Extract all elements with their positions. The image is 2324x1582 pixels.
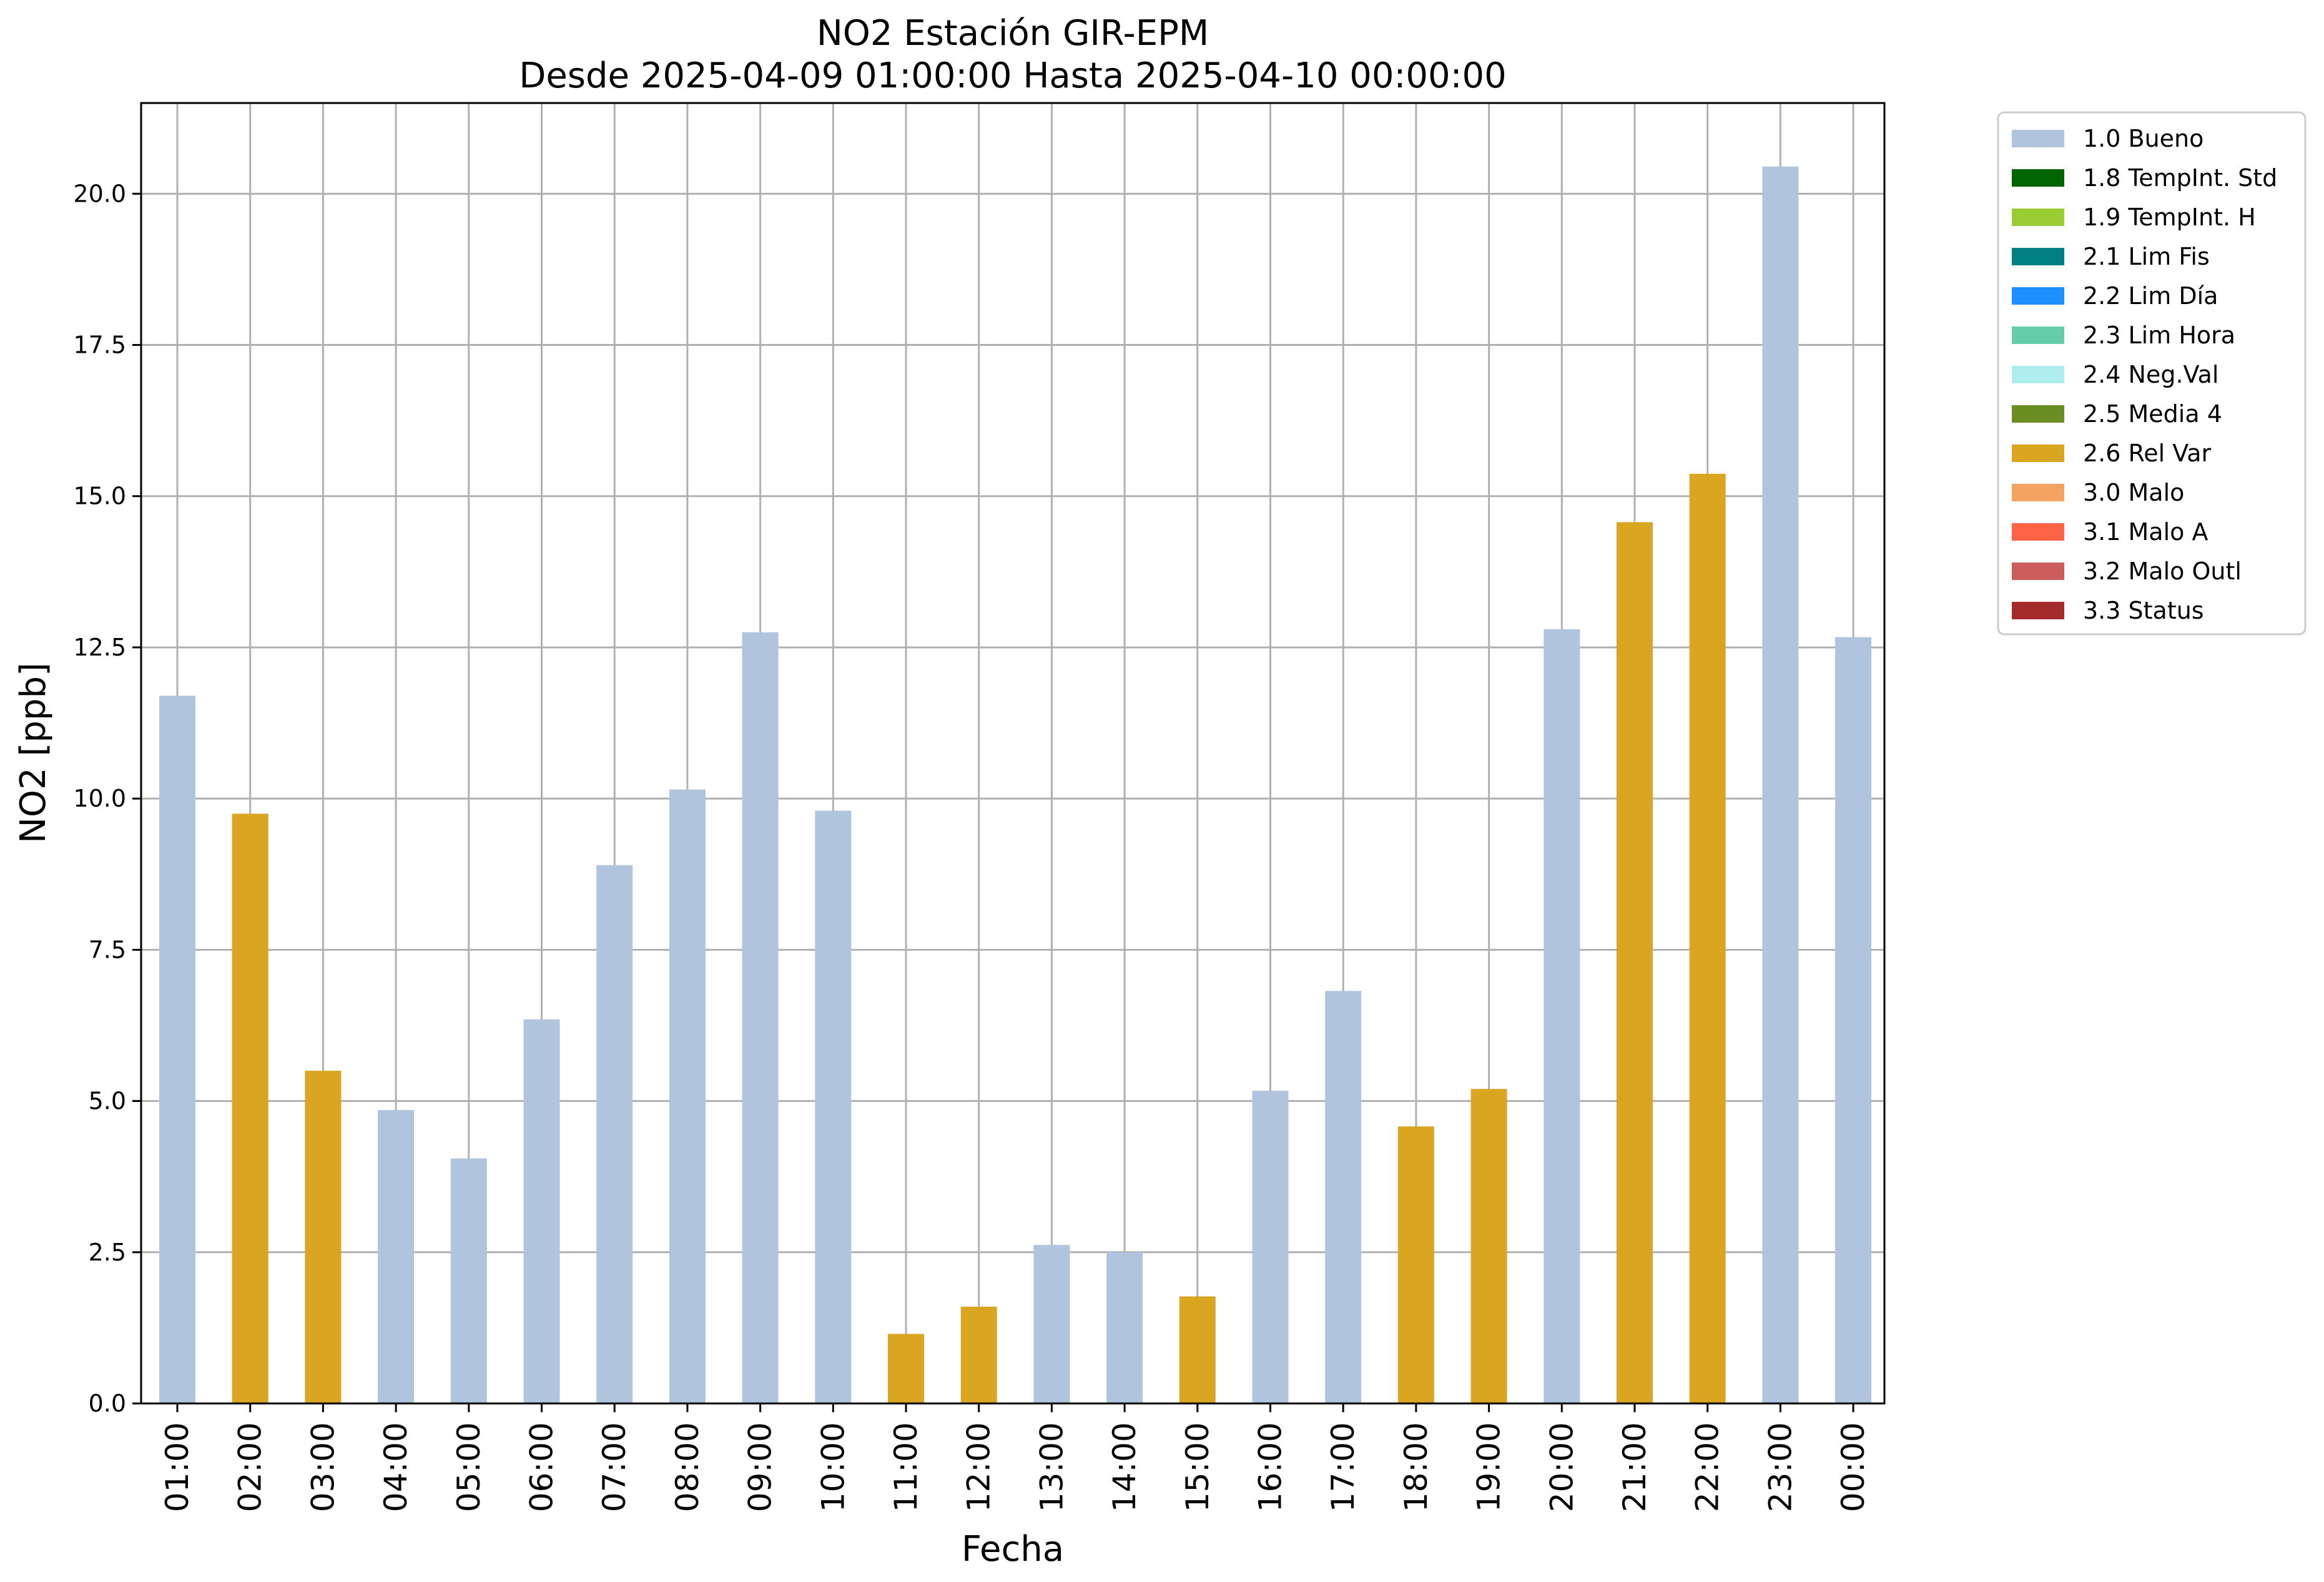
bar-22-00 <box>1689 473 1726 1403</box>
bar-07-00 <box>596 865 633 1403</box>
legend-label: 3.3 Status <box>2083 597 2204 624</box>
x-tick-label: 21:00 <box>1617 1422 1653 1512</box>
bars-group <box>159 166 1872 1403</box>
bar-09-00 <box>742 632 779 1403</box>
x-tick-label: 17:00 <box>1325 1422 1361 1512</box>
bar-21-00 <box>1617 522 1653 1403</box>
legend-label: 3.1 Malo A <box>2083 518 2208 546</box>
x-tick-label: 08:00 <box>669 1422 706 1512</box>
x-tick-label: 09:00 <box>742 1422 779 1512</box>
x-tick-label: 14:00 <box>1106 1422 1143 1512</box>
bar-12-00 <box>960 1306 997 1403</box>
x-tick-label: 22:00 <box>1690 1422 1726 1512</box>
y-tick-label: 10.0 <box>73 785 126 812</box>
legend-swatch <box>2012 287 2064 305</box>
bar-17-00 <box>1325 991 1362 1403</box>
bar-13-00 <box>1033 1245 1070 1403</box>
legend-label: 2.4 Neg.Val <box>2083 361 2218 388</box>
plot-frame <box>140 102 1886 1405</box>
x-tick-label: 00:00 <box>1835 1422 1871 1512</box>
legend-swatch <box>2012 366 2064 383</box>
x-tick-label: 20:00 <box>1544 1422 1580 1512</box>
legend-label: 1.0 Bueno <box>2083 125 2203 152</box>
x-tick-label: 11:00 <box>888 1422 924 1512</box>
legend-label: 2.6 Rel Var <box>2083 440 2212 467</box>
x-tick-label: 23:00 <box>1762 1422 1798 1512</box>
legend-label: 2.3 Lim Hora <box>2083 322 2235 349</box>
y-tick-label: 12.5 <box>73 634 126 661</box>
bar-10-00 <box>815 810 852 1403</box>
y-tick-label: 0.0 <box>89 1390 126 1417</box>
x-tick-label: 02:00 <box>232 1422 268 1512</box>
legend-swatch <box>2012 484 2064 501</box>
y-tick-label: 7.5 <box>89 936 126 963</box>
bar-20-00 <box>1544 629 1580 1403</box>
legend-label: 2.5 Media 4 <box>2083 400 2222 428</box>
bar-04-00 <box>378 1110 415 1403</box>
legend-swatch <box>2012 130 2064 147</box>
legend-swatch <box>2012 523 2064 541</box>
x-axis: 01:00 02:00 03:00 04:00 05:00 06:00 07:00 08:00… <box>159 1403 1871 1512</box>
bar-16-00 <box>1252 1091 1289 1403</box>
legend-label: 3.0 Malo <box>2083 479 2184 506</box>
bar-02-00 <box>232 813 268 1403</box>
legend-label: 3.2 Malo Outl <box>2083 558 2242 585</box>
x-tick-label: 19:00 <box>1471 1422 1507 1512</box>
legend-swatch <box>2012 602 2064 619</box>
y-tick-label: 5.0 <box>89 1088 126 1115</box>
bar-11-00 <box>888 1334 924 1403</box>
bar-14-00 <box>1106 1252 1143 1403</box>
bar-00-00 <box>1835 637 1872 1403</box>
legend-swatch <box>2012 563 2064 580</box>
legend-swatch <box>2012 445 2064 462</box>
bar-05-00 <box>450 1158 487 1403</box>
bar-06-00 <box>523 1019 560 1403</box>
bar-08-00 <box>669 789 706 1403</box>
x-tick-label: 12:00 <box>961 1422 997 1512</box>
x-tick-label: 16:00 <box>1253 1422 1289 1512</box>
legend-label: 2.2 Lim Día <box>2083 282 2218 310</box>
y-tick-label: 17.5 <box>73 332 126 359</box>
bar-18-00 <box>1397 1126 1434 1403</box>
x-tick-label: 03:00 <box>305 1422 341 1512</box>
x-tick-label: 18:00 <box>1398 1422 1434 1512</box>
y-tick-label: 20.0 <box>73 180 126 207</box>
legend-swatch <box>2012 248 2064 265</box>
chart-subtitle: Desde 2025-04-09 01:00:00 Hasta 2025-04-… <box>519 56 1507 96</box>
legend-label: 1.8 TempInt. Std <box>2083 164 2277 192</box>
x-tick-label: 04:00 <box>378 1422 414 1512</box>
x-tick-label: 06:00 <box>524 1422 560 1512</box>
legend-swatch <box>2012 327 2064 344</box>
x-tick-label: 15:00 <box>1179 1422 1216 1512</box>
legend-swatch <box>2012 405 2064 423</box>
bar-01-00 <box>159 695 195 1403</box>
x-tick-label: 07:00 <box>596 1422 633 1512</box>
y-axis-title: NO2 [ppb] <box>13 662 54 843</box>
y-tick-label: 2.5 <box>89 1239 126 1266</box>
x-tick-label: 13:00 <box>1033 1422 1070 1512</box>
bar-23-00 <box>1762 166 1799 1403</box>
legend-frame <box>1997 111 2307 636</box>
y-axis: 0.0 2.5 5.0 7.5 10.0 12.5 15.0 17.5 20.0 <box>73 180 141 1417</box>
x-tick-label: 01:00 <box>159 1422 195 1512</box>
legend-swatch <box>2012 209 2064 226</box>
y-tick-label: 15.0 <box>73 483 126 510</box>
bar-15-00 <box>1179 1296 1216 1403</box>
legend: 1.0 Bueno 1.8 TempInt. Std 1.9 TempInt. H 2… <box>1997 111 2307 636</box>
legend-label: 1.9 TempInt. H <box>2083 204 2256 231</box>
legend-label: 2.1 Lim Fis <box>2083 243 2210 270</box>
chart-title: NO2 Estación GIR-EPM <box>817 13 1209 54</box>
legend-swatch <box>2012 169 2064 187</box>
x-tick-label: 05:00 <box>451 1422 487 1512</box>
x-tick-label: 10:00 <box>815 1422 851 1512</box>
bar-19-00 <box>1470 1089 1507 1403</box>
x-axis-title: Fecha <box>962 1529 1064 1570</box>
bar-03-00 <box>305 1071 342 1403</box>
